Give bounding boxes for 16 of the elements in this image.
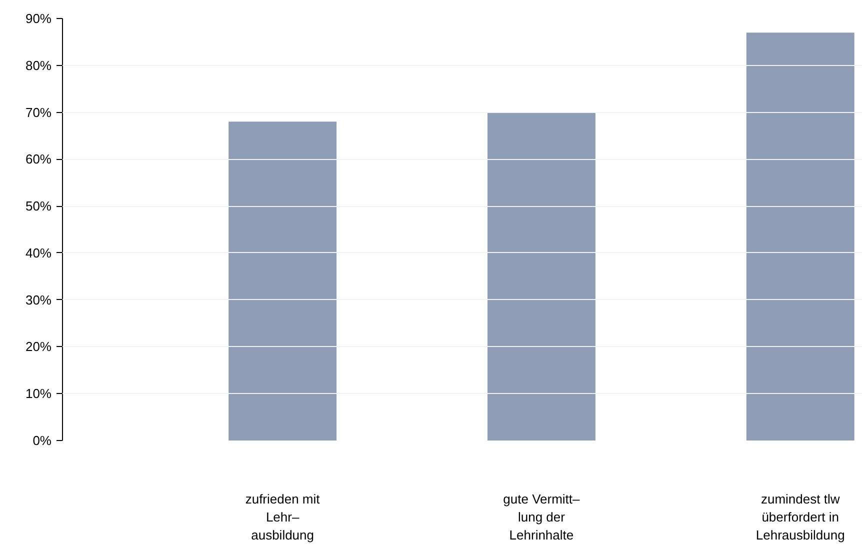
y-tick-label: 20% — [25, 339, 52, 354]
x-tick-label: gute Vermitt– lung der Lehrinhalte — [503, 492, 581, 542]
y-tick-label: 90% — [25, 11, 52, 26]
bar — [746, 32, 854, 440]
y-tick-label: 30% — [25, 292, 52, 308]
bar — [487, 112, 596, 440]
bar — [228, 122, 337, 440]
x-tick-label: zufrieden mit Lehr– ausbildung — [245, 492, 320, 542]
y-tick-label: 40% — [25, 245, 52, 260]
y-tick-label: 70% — [25, 104, 52, 120]
y-tick-label: 80% — [25, 58, 52, 73]
y-tick-label: 60% — [25, 152, 52, 167]
y-tick-label: 50% — [25, 198, 52, 214]
y-tick-label: 0% — [32, 433, 52, 448]
y-tick-label: 10% — [25, 386, 52, 402]
x-tick-label: zumindest tlw überfordert in Lehrausbildung — [756, 492, 845, 542]
